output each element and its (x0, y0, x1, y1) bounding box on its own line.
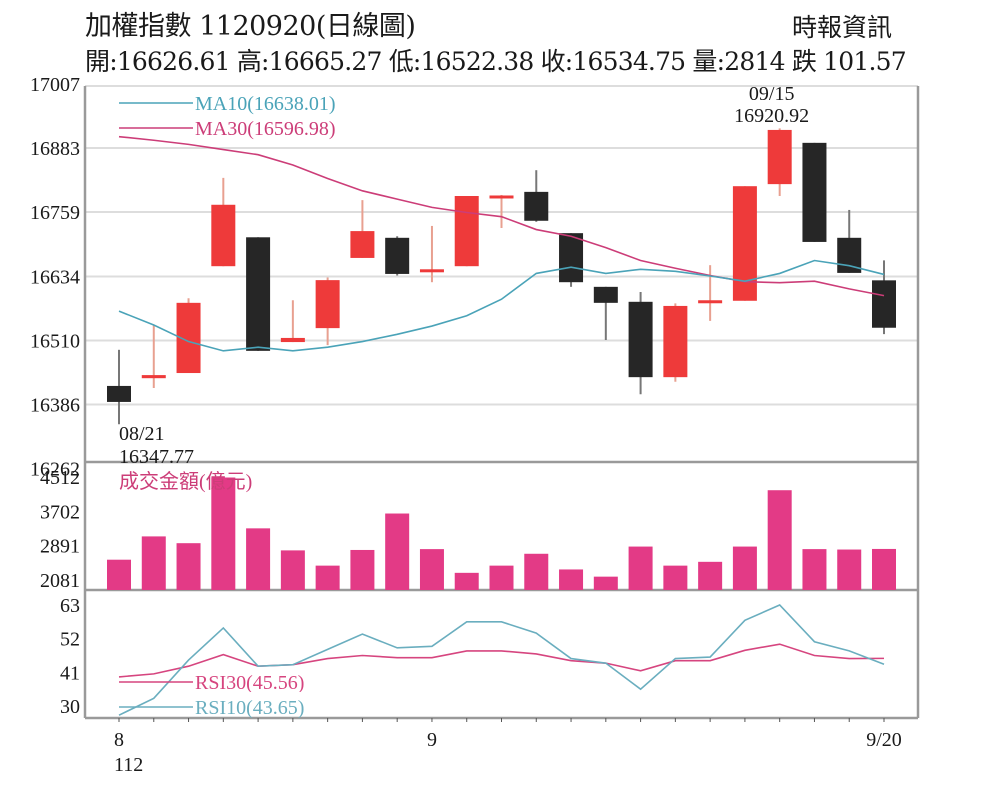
x-axis-label: 8 (114, 729, 124, 751)
chart-frame (83, 86, 920, 720)
rsi10-line (118, 604, 885, 716)
volume-bar (454, 572, 479, 590)
x-axis-label: 9/20 (866, 729, 902, 751)
volume-bar (802, 549, 827, 590)
ma30-legend-label: MA30(16596.98) (195, 118, 336, 140)
candle-up (663, 305, 688, 378)
volume-bar (489, 565, 514, 590)
volume-bar (107, 559, 131, 590)
low-value-annotation: 16347.77 (119, 446, 194, 468)
y-tick-label: 16883 (30, 138, 80, 160)
volume-bar (280, 550, 305, 590)
volume-bar (211, 477, 236, 590)
rsi-tick-label: 30 (60, 696, 80, 718)
candle-up (350, 231, 375, 258)
rsi-panel: RSI30(45.56) RSI10(43.65) (118, 604, 885, 719)
volume-bar (176, 543, 201, 590)
ohlc-summary: 開:16626.61 高:16665.27 低:16522.38 收:16534… (85, 47, 907, 76)
rsi-tick-label: 41 (60, 662, 80, 684)
volume-tick-label: 2891 (40, 536, 80, 558)
candle-up (211, 204, 236, 267)
high-date-annotation: 09/15 (749, 83, 795, 105)
candle-down (628, 301, 653, 378)
rsi30-legend-label: RSI30(45.56) (195, 672, 304, 694)
candle-up (489, 195, 514, 199)
volume-bar (246, 528, 271, 590)
volume-bar (419, 549, 444, 590)
rsi-tick-label: 63 (60, 595, 80, 617)
candlestick-panel: MA10(16638.01) MA30(16596.98) 08/2116347.7… (107, 83, 896, 468)
y-tick-label: 16634 (30, 267, 80, 289)
candle-up (280, 337, 305, 343)
ma30-line (118, 135, 885, 297)
rsi-legend-bg (194, 667, 334, 689)
candle-up (315, 280, 340, 329)
volume-bar (593, 576, 618, 590)
volume-tick-label: 4512 (40, 467, 80, 489)
y-tick-label: 16386 (30, 395, 80, 417)
volume-panel: 成交金額(億元) (107, 470, 896, 590)
candle-down (385, 237, 410, 274)
candle-up (732, 186, 757, 301)
volume-tick-label: 2081 (40, 570, 80, 592)
candle-down (593, 286, 618, 303)
rsi10-legend-label: RSI10(43.65) (195, 697, 304, 719)
x-axis-label: 9 (427, 729, 437, 751)
candle-down (872, 280, 896, 328)
volume-bar (315, 565, 340, 590)
volume-bar (698, 561, 723, 590)
candle-up (698, 300, 723, 304)
y-tick-label: 17007 (30, 74, 80, 96)
candle-up (454, 196, 479, 267)
candle-down (559, 233, 584, 283)
high-value-annotation: 16920.92 (734, 105, 809, 127)
volume-legend-label: 成交金額(億元) (119, 470, 252, 493)
rsi30-line (118, 643, 885, 678)
candle-up (419, 269, 444, 273)
volume-bar (628, 546, 653, 590)
volume-bar (141, 536, 166, 590)
source-label: 時報資訊 (792, 13, 893, 42)
ma10-legend-label: MA10(16638.01) (195, 93, 336, 115)
x-axis-year-label: 112 (114, 754, 143, 776)
volume-bar (837, 549, 862, 590)
rsi-tick-label: 52 (60, 629, 80, 651)
candle-down (524, 191, 549, 221)
volume-bar (767, 490, 792, 590)
volume-bar (350, 549, 375, 590)
candle-down (107, 385, 131, 402)
y-tick-label: 16262 (30, 459, 80, 481)
candle-down (246, 237, 271, 351)
low-date-annotation: 08/21 (119, 423, 165, 445)
chart-title: 加權指數 1120920(日線圖) (85, 11, 416, 42)
rsi-legend-bg (194, 692, 334, 714)
volume-bar (524, 553, 549, 590)
y-tick-label: 16510 (30, 331, 80, 353)
candle-up (141, 375, 166, 379)
volume-bar (872, 548, 896, 590)
volume-tick-label: 3702 (40, 501, 80, 523)
volume-bar (385, 513, 410, 590)
candle-down (802, 142, 827, 242)
volume-bar (732, 546, 757, 590)
y-tick-label: 16759 (30, 202, 80, 224)
volume-bar (559, 569, 584, 590)
candle-up (767, 129, 792, 185)
volume-bar (663, 565, 688, 590)
ma10-line (118, 259, 885, 352)
